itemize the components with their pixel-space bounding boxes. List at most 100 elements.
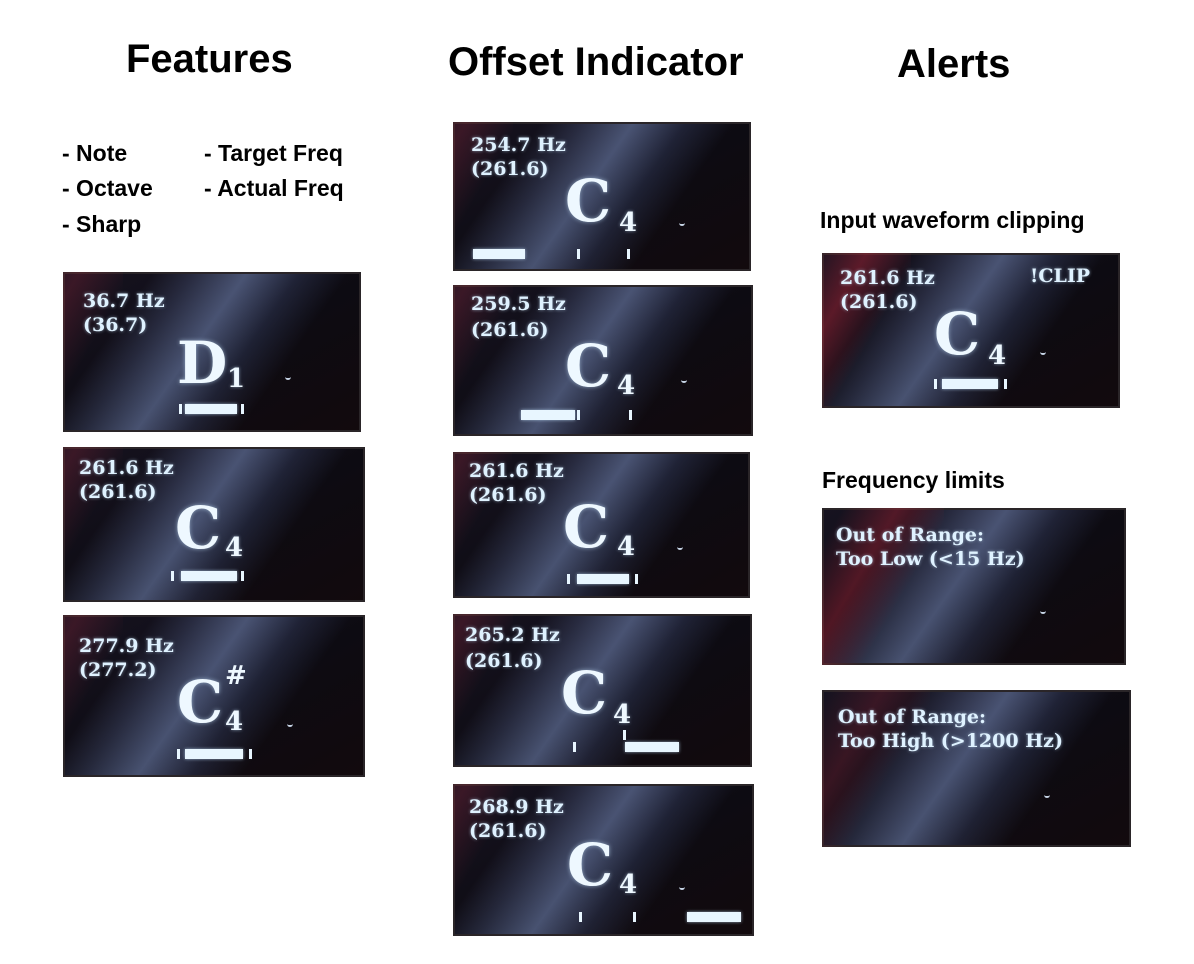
screen-dot [1044, 794, 1050, 798]
offset-tick-left [573, 742, 576, 752]
screen-dot [1040, 351, 1046, 355]
offset-tick-left [177, 749, 180, 759]
target-frequency: (261.6) [471, 319, 549, 341]
actual-frequency: 261.6 Hz [840, 267, 935, 289]
offset-tick-left [171, 571, 174, 581]
note-letter: C [565, 332, 612, 400]
offset-tick-right [629, 410, 632, 420]
target-frequency: (261.6) [469, 820, 547, 842]
actual-frequency: 277.9 Hz [79, 635, 174, 657]
clip-alert-screen: 261.6 Hz (261.6) !CLIP C 4 [822, 253, 1120, 408]
offset-bar [577, 574, 629, 584]
sharp-symbol: # [225, 661, 247, 691]
octave-number: 1 [227, 364, 246, 394]
screen-glare [822, 253, 912, 408]
note-letter: D [177, 329, 228, 397]
range-low-screen: Out of Range: Too Low (<15 Hz) [822, 508, 1126, 665]
screen-dot [287, 723, 293, 727]
feature-item-sharp: - Sharp [62, 211, 142, 237]
offset-tick-right [249, 749, 252, 759]
offset-tick-left [934, 379, 937, 389]
offset-tick-right [241, 404, 244, 414]
range-message-title: Out of Range: [836, 524, 984, 546]
actual-frequency: 254.7 Hz [471, 134, 566, 156]
clipping-label: Input waveform clipping [820, 207, 1085, 233]
range-high-screen: Out of Range: Too High (>1200 Hz) [822, 690, 1131, 847]
octave-number: 4 [613, 700, 632, 730]
note-letter: C [565, 167, 612, 235]
screen-glare [822, 690, 931, 847]
screen-dot [681, 379, 687, 383]
offset-screen-3: 261.6 Hz (261.6) C 4 [453, 452, 750, 598]
offset-tick-right [623, 730, 626, 740]
offset-tick-right [627, 249, 630, 259]
feature-item-octave: - Octave [62, 175, 153, 201]
screen-glare [63, 447, 124, 602]
octave-number: 4 [619, 870, 638, 900]
offset-bar [185, 404, 237, 414]
note-letter: C [934, 300, 981, 368]
target-frequency: (36.7) [83, 314, 148, 336]
target-frequency: (261.6) [79, 481, 157, 503]
octave-number: 4 [225, 707, 244, 737]
screen-glare [453, 614, 513, 767]
actual-frequency: 36.7 Hz [83, 290, 165, 312]
screen-dot [285, 376, 291, 380]
screen-glare [63, 272, 123, 432]
offset-tick-right [633, 912, 636, 922]
octave-number: 4 [225, 533, 244, 563]
offset-screen-1: 254.7 Hz (261.6) C 4 [453, 122, 751, 271]
octave-number: 4 [617, 532, 636, 562]
target-frequency: (277.2) [79, 659, 157, 681]
feature-item-actual-freq: - Actual Freq [204, 175, 344, 201]
offset-tick-left [577, 410, 580, 420]
target-frequency: (261.6) [471, 158, 549, 180]
note-letter: C [177, 668, 224, 736]
actual-frequency: 268.9 Hz [469, 796, 564, 818]
note-letter: C [561, 659, 608, 727]
offset-bar [473, 249, 525, 259]
range-message-detail: Too High (>1200 Hz) [838, 730, 1063, 752]
note-letter: C [563, 493, 610, 561]
feature-screen-c-sharp-4: 277.9 Hz (277.2) C # 4 [63, 615, 365, 777]
features-heading: Features [126, 37, 293, 81]
range-message-detail: Too Low (<15 Hz) [836, 548, 1025, 570]
offset-tick-left [577, 249, 580, 259]
screen-dot [679, 222, 685, 226]
offset-tick-right [1004, 379, 1007, 389]
offset-bar [181, 571, 237, 581]
screen-glare [822, 508, 944, 665]
offset-bar [185, 749, 243, 759]
offset-bar [521, 410, 575, 420]
actual-frequency: 261.6 Hz [469, 460, 564, 482]
offset-screen-4: 265.2 Hz (261.6) C 4 [453, 614, 752, 767]
target-frequency: (261.6) [469, 484, 547, 506]
offset-tick-left [579, 912, 582, 922]
feature-item-target-freq: - Target Freq [204, 140, 343, 166]
octave-number: 4 [988, 341, 1007, 371]
note-letter: C [175, 494, 222, 562]
screen-glare [453, 452, 513, 598]
screen-dot [1040, 610, 1046, 614]
offset-tick-left [179, 404, 182, 414]
feature-item-note: - Note [62, 140, 128, 166]
offset-screen-2: 259.5 Hz (261.6) C 4 [453, 285, 753, 436]
target-frequency: (261.6) [840, 291, 918, 313]
feature-screen-c4: 261.6 Hz (261.6) C 4 [63, 447, 365, 602]
screen-glare [453, 784, 514, 936]
offset-tick-right [635, 574, 638, 584]
screen-glare [63, 615, 124, 777]
offset-bar [942, 379, 998, 389]
feature-screen-d1: 36.7 Hz (36.7) D 1 [63, 272, 361, 432]
screen-glare [453, 285, 513, 436]
offset-tick-left [567, 574, 570, 584]
actual-frequency: 265.2 Hz [465, 624, 560, 646]
actual-frequency: 259.5 Hz [471, 293, 566, 315]
offset-bar [625, 742, 679, 752]
target-frequency: (261.6) [465, 650, 543, 672]
offset-tick-right [241, 571, 244, 581]
note-letter: C [567, 831, 614, 899]
clip-badge: !CLIP [1030, 265, 1090, 287]
actual-frequency: 261.6 Hz [79, 457, 174, 479]
frequency-limits-label: Frequency limits [822, 467, 1005, 493]
